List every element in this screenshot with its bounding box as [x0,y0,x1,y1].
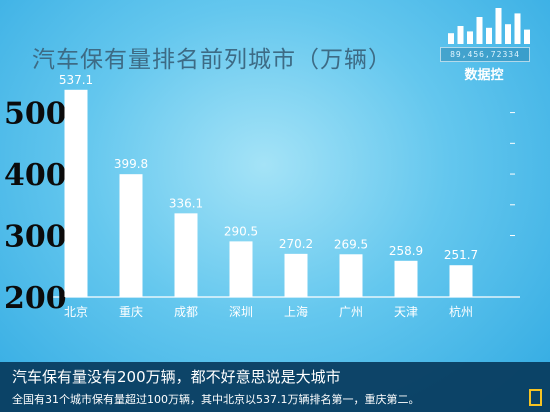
y-tick-label: 400 [4,158,67,193]
bar-value-label: 258.9 [389,244,423,258]
bar-value-label: 251.7 [444,248,478,262]
caption-panel: 汽车保有量没有200万辆，都不好意思说是大城市 全国有31个城市保有量超过100… [0,362,550,412]
bar-value-label: 290.5 [224,224,258,238]
logo-bar [505,24,511,44]
logo-bar [457,26,464,44]
y-tick-label: 500 [4,97,67,132]
caption-corner-mark [529,389,542,406]
logo-bar [448,33,454,44]
bar-value-label: 270.2 [279,237,313,251]
bar [339,254,363,297]
category-label: 上海 [284,304,308,319]
category-label: 广州 [339,305,363,319]
logo-bar [524,29,530,44]
y-tick-label: 200 [4,281,67,316]
caption-headline: 汽车保有量没有200万辆，都不好意思说是大城市 [12,368,341,386]
category-label: 杭州 [449,304,473,319]
logo-name: 数据控 [464,68,504,83]
bar [284,253,308,297]
y-tick-label: 300 [4,220,67,255]
category-label: 深圳 [229,305,253,319]
bar-value-label: 269.5 [334,237,368,251]
bar-value-label: 399.8 [114,157,148,171]
logo-code: 89,456,72334 [440,47,530,62]
logo-bar [495,8,502,44]
bar-value-label: 336.1 [169,196,203,210]
bar [229,241,253,297]
category-label: 重庆 [119,305,143,319]
bar [449,265,473,297]
bar [64,89,88,297]
bar [394,260,418,297]
logo-bar [486,27,492,44]
logo-bar [514,13,521,44]
logo-bar [476,17,483,44]
bar [174,213,198,297]
chart-title: 汽车保有量排名前列城市（万辆） [32,47,392,73]
logo-bar [467,31,473,44]
data-logo-bars [448,8,530,44]
bar-value-label: 537.1 [59,73,93,87]
category-label: 天津 [394,305,418,319]
bar [119,174,143,297]
category-label: 北京 [64,305,88,319]
category-label: 成都 [174,305,198,319]
caption-detail: 全国有31个城市保有量超过100万辆，其中北京以537.1万辆排名第一，重庆第二… [12,393,420,406]
